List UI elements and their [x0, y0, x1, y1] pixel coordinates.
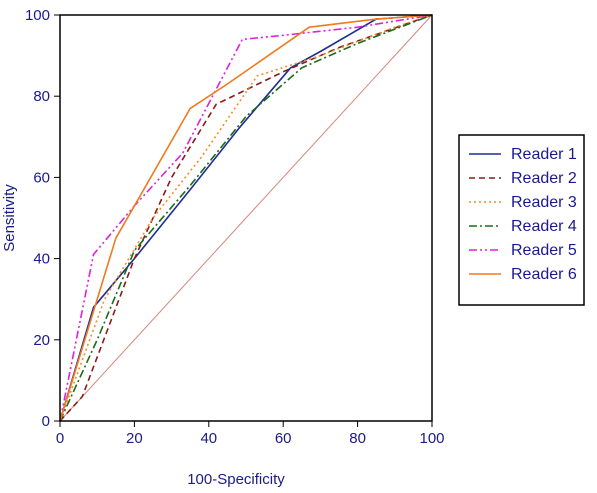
- y-tick-label: 40: [33, 251, 50, 268]
- legend-label-reader-4: Reader 4: [511, 218, 577, 235]
- y-tick-label: 60: [33, 169, 50, 186]
- x-tick-label: 40: [200, 430, 217, 447]
- legend-label-reader-3: Reader 3: [511, 194, 577, 211]
- legend-label-reader-2: Reader 2: [511, 170, 577, 187]
- series-line-reader-3: [59, 14, 433, 422]
- x-tick-label: 60: [275, 430, 292, 447]
- legend-label-reader-5: Reader 5: [511, 242, 577, 259]
- y-tick-label: 80: [33, 88, 50, 105]
- series-line-reader-2: [59, 14, 433, 422]
- legend-label-reader-6: Reader 6: [511, 266, 577, 283]
- reference-diagonal-line: [59, 14, 433, 422]
- y-axis-title: Sensitivity: [1, 184, 18, 252]
- y-tick-label: 0: [42, 413, 50, 430]
- series-line-reader-4: [59, 14, 433, 422]
- series-line-reader-1: [59, 14, 433, 422]
- y-tick-label: 20: [33, 332, 50, 349]
- x-tick-label: 100: [419, 430, 444, 447]
- legend-box: [458, 134, 585, 306]
- plot-area: [59, 14, 433, 422]
- x-axis-title: 100-Specificity: [187, 471, 285, 488]
- series-line-reader-6: [59, 14, 433, 422]
- x-tick-label: 80: [349, 430, 366, 447]
- series-line-reader-5: [59, 14, 433, 422]
- axes: 0 20 40 60 80 100 0 20 40 60 80 100 100-Specificity S…: [1, 7, 445, 488]
- legend: Reader 1 Reader 2 Reader 3 Reader 4 Reader 5…: [458, 134, 585, 306]
- legend-label-reader-1: Reader 1: [511, 146, 577, 163]
- plot-frame: [59, 14, 433, 422]
- x-tick-label: 20: [126, 430, 143, 447]
- x-tick-label: 0: [56, 430, 64, 447]
- y-tick-label: 100: [25, 7, 50, 24]
